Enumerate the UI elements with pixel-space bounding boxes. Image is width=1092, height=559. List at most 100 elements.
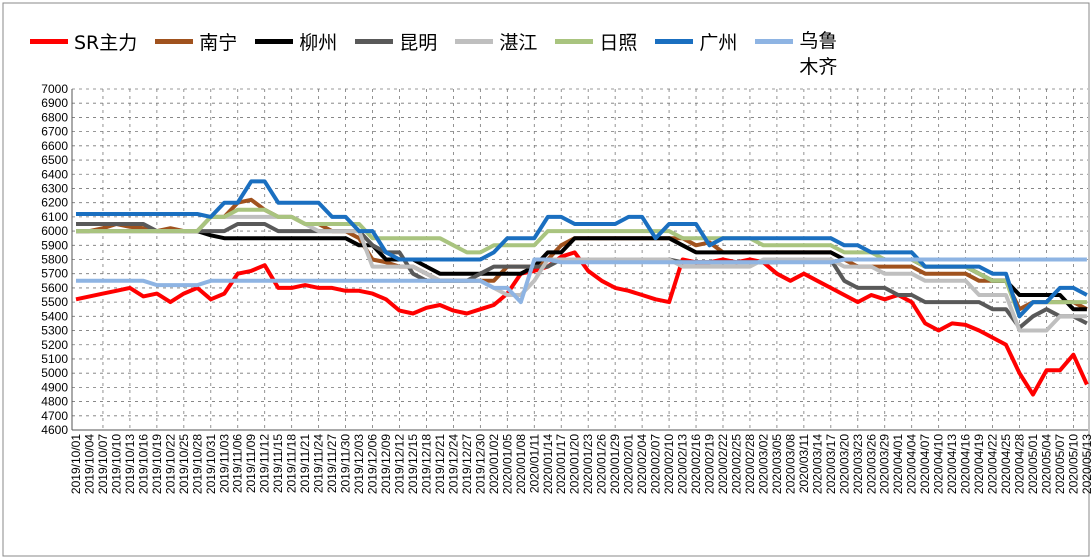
- y-tick-label: 5200: [41, 338, 68, 352]
- x-tick-label: 2019/12/15: [406, 434, 420, 494]
- legend-label: 湛江: [499, 32, 538, 54]
- x-tick-label: 2020/02/28: [743, 434, 757, 494]
- x-tick-label: 2019/12/18: [419, 434, 433, 494]
- x-tick-label: 2020/02/16: [689, 434, 703, 494]
- x-tick-label: 2019/12/30: [473, 434, 487, 494]
- x-tick-label: 2019/11/21: [298, 434, 312, 493]
- legend-item: 日照: [555, 28, 637, 80]
- x-tick-label: 2020/04/13: [945, 434, 959, 494]
- y-tick-label: 6400: [41, 167, 68, 181]
- x-tick-label: 2020/04/22: [986, 434, 1000, 494]
- x-tick-label: 2020/02/01: [622, 434, 636, 494]
- y-tick-label: 6700: [41, 125, 68, 139]
- x-tick-label: 2020/02/25: [729, 434, 743, 494]
- x-tick-label: 2020/05/10: [1066, 434, 1080, 494]
- x-tick-label: 2020/02/19: [703, 434, 717, 494]
- x-tick-label: 2020/03/02: [756, 434, 770, 494]
- legend-item: 乌鲁木齐: [755, 28, 843, 80]
- x-tick-label: 2020/02/10: [662, 434, 676, 494]
- x-tick-label: 2019/12/27: [460, 434, 474, 494]
- y-tick-label: 6200: [41, 196, 68, 210]
- x-tick-label: 2019/10/19: [150, 434, 164, 494]
- x-tick-label: 2020/05/13: [1080, 434, 1092, 494]
- legend-item: 南宁: [155, 28, 237, 80]
- x-tick-label: 2019/11/30: [339, 434, 353, 493]
- x-tick-label: 2020/05/01: [1026, 434, 1040, 494]
- x-tick-label: 2019/10/01: [69, 434, 83, 494]
- y-tick-label: 6600: [41, 139, 68, 153]
- legend-item: 湛江: [455, 28, 537, 80]
- legend-swatch: [455, 39, 494, 44]
- y-tick-label: 6000: [41, 224, 68, 238]
- x-tick-label: 2020/01/14: [541, 434, 555, 494]
- x-tick-label: 2020/03/23: [851, 434, 865, 494]
- x-tick-label: 2019/11/27: [325, 434, 339, 493]
- x-tick-label: 2020/05/07: [1053, 434, 1067, 494]
- legend-swatch: [755, 39, 794, 44]
- x-tick-label: 2020/03/05: [770, 434, 784, 494]
- legend-label: 昆明: [399, 32, 438, 54]
- y-tick-label: 4800: [41, 395, 68, 409]
- x-tick-label: 2020/04/01: [891, 434, 905, 494]
- x-tick-label: 2020/03/17: [824, 434, 838, 494]
- series-line: [76, 229, 1087, 312]
- legend-label: 日照: [599, 32, 638, 54]
- y-tick-label: 6100: [41, 210, 68, 224]
- x-tick-label: 2020/02/22: [716, 434, 730, 494]
- y-tick-label: 4600: [41, 423, 68, 437]
- x-tick-label: 2019/12/24: [446, 434, 460, 494]
- x-tick-label: 2020/01/17: [554, 434, 568, 494]
- y-tick-label: 6300: [41, 181, 68, 195]
- legend-item: 广州: [655, 28, 737, 80]
- x-tick-label: 2020/02/07: [649, 434, 663, 494]
- x-tick-label: 2020/04/16: [959, 434, 973, 494]
- y-tick-label: 4900: [41, 380, 68, 394]
- y-tick-label: 5700: [41, 267, 68, 281]
- y-tick-label: 7000: [41, 82, 68, 96]
- x-tick-label: 2020/02/04: [635, 434, 649, 494]
- x-tick-label: 2020/04/25: [999, 434, 1013, 494]
- x-tick-label: 2019/12/09: [379, 434, 393, 494]
- y-tick-label: 6500: [41, 153, 68, 167]
- x-tick-label: 2019/10/04: [82, 434, 96, 494]
- y-tick-label: 5600: [41, 281, 68, 295]
- x-tick-label: 2019/11/24: [312, 434, 326, 493]
- y-tick-label: 5500: [41, 295, 68, 309]
- x-tick-label: 2019/12/03: [352, 434, 366, 494]
- legend-label: 柳州: [299, 32, 338, 54]
- x-tick-label: 2020/04/04: [905, 434, 919, 494]
- legend-swatch: [30, 39, 68, 44]
- x-tick-label: 2020/01/29: [608, 434, 622, 494]
- x-tick-label: 2019/11/09: [244, 434, 258, 493]
- x-tick-label: 2020/03/29: [878, 434, 892, 494]
- legend-swatch: [155, 39, 194, 44]
- x-tick-label: 2019/10/22: [163, 434, 177, 494]
- legend: SR主力 南宁 柳州 昆明 湛江 日照 广州 乌鲁木齐: [30, 28, 1090, 80]
- x-tick-label: 2020/03/11: [797, 434, 811, 493]
- legend-swatch: [355, 39, 394, 44]
- x-tick-label: 2019/12/21: [433, 434, 447, 494]
- x-tick-label: 2019/10/16: [136, 434, 150, 494]
- x-tick-label: 2020/03/26: [864, 434, 878, 494]
- series-line: [76, 207, 1087, 319]
- x-tick-label: 2020/04/28: [1013, 434, 1027, 494]
- x-tick-label: 2019/12/12: [392, 434, 406, 494]
- x-tick-label: 2019/11/12: [258, 434, 272, 493]
- legend-swatch: [655, 39, 694, 44]
- x-tick-label: 2019/11/15: [271, 434, 285, 493]
- y-tick-label: 6900: [41, 96, 68, 110]
- series-line: [76, 257, 1087, 305]
- x-tick-label: 2020/05/04: [1039, 434, 1053, 494]
- legend-label: 南宁: [199, 32, 238, 54]
- legend-label: 乌鲁木齐: [799, 30, 838, 78]
- x-tick-label: 2020/04/10: [932, 434, 946, 494]
- x-tick-label: 2019/11/06: [231, 434, 245, 493]
- legend-item: 柳州: [255, 28, 337, 80]
- legend-item: 昆明: [355, 28, 437, 80]
- x-tick-label: 2019/11/18: [285, 434, 299, 493]
- legend-label: 广州: [699, 32, 738, 54]
- x-tick-label: 2020/04/19: [972, 434, 986, 494]
- y-tick-label: 5900: [41, 238, 68, 252]
